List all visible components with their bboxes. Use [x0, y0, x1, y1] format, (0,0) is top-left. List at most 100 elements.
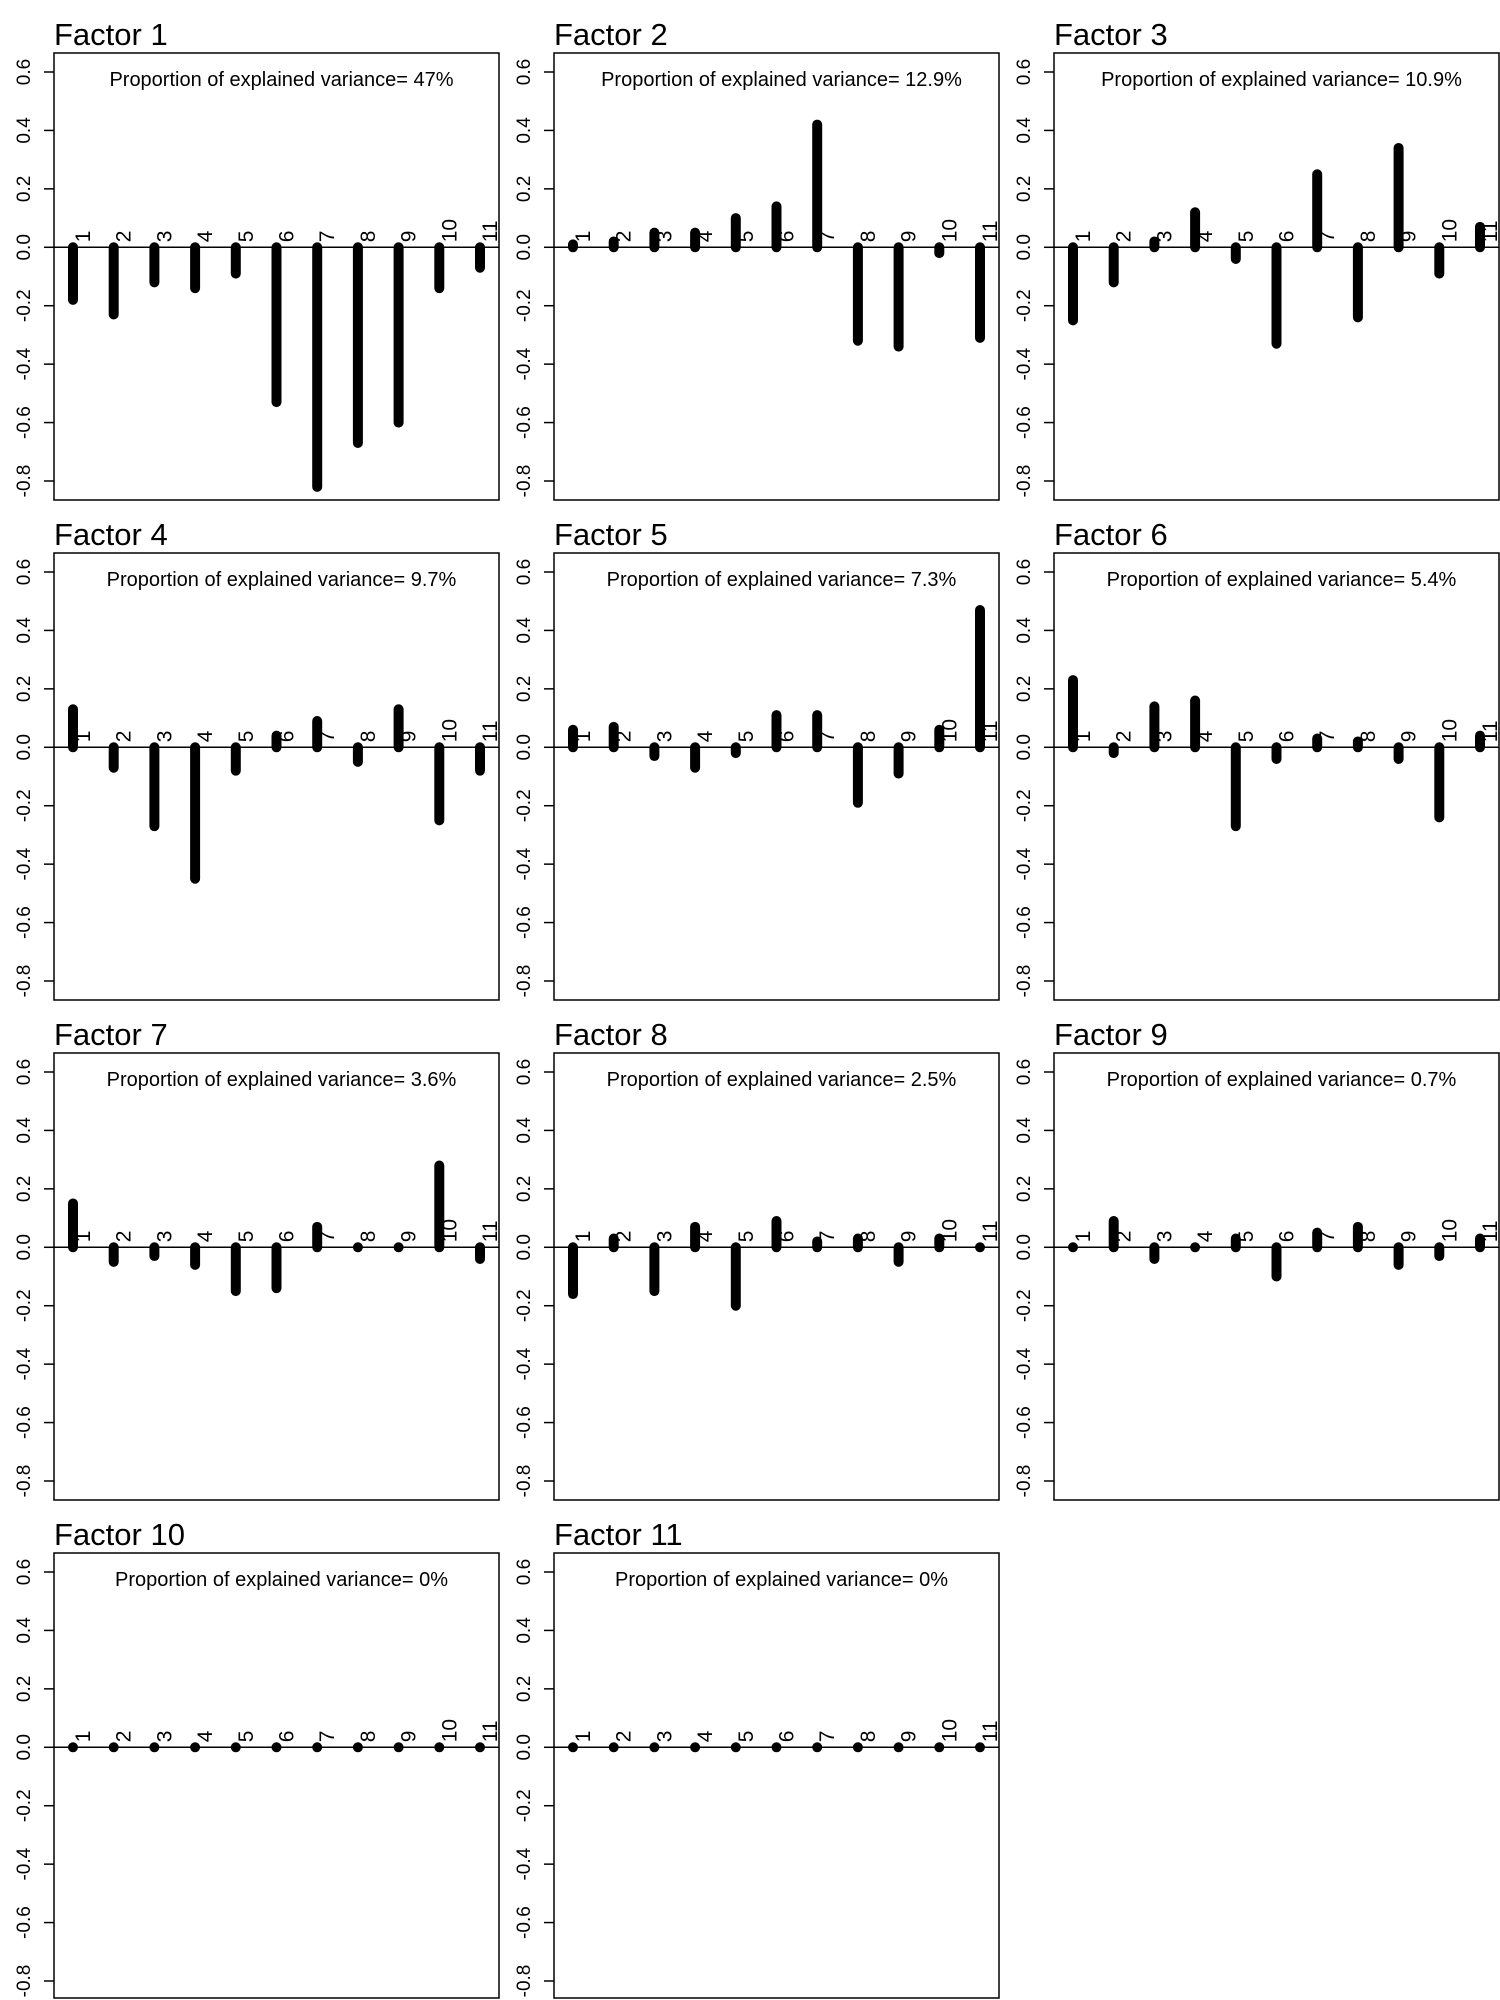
panel-title: Factor 6 — [1054, 517, 1168, 552]
bar-label: 8 — [357, 231, 380, 243]
bar-label: 7 — [816, 1231, 839, 1243]
y-tick-label: 0.0 — [1014, 234, 1035, 260]
y-tick-label: -0.4 — [14, 847, 35, 880]
y-tick-label: 0.2 — [14, 676, 35, 702]
variance-annotation: Proportion of explained variance= 3.6% — [107, 1069, 457, 1091]
factor-panel: Factor 5 Proportion of explained variance… — [514, 517, 1002, 1001]
bar-label: 4 — [694, 1730, 717, 1742]
bar-label: 3 — [653, 231, 676, 243]
bar-label: 8 — [857, 731, 880, 743]
bar-label: 6 — [776, 731, 799, 743]
y-tick-label: -0.2 — [14, 289, 35, 322]
panel-title: Factor 11 — [554, 1517, 683, 1552]
y-tick-label: 0.0 — [514, 1234, 535, 1260]
bar-label: 1 — [572, 1231, 595, 1243]
bar-label: 6 — [1276, 231, 1299, 243]
bar-label: 8 — [1357, 231, 1380, 243]
bar-label: 4 — [194, 730, 217, 742]
y-tick-label: 0.6 — [14, 1059, 35, 1085]
bar-label: 9 — [898, 731, 921, 743]
bar-label: 7 — [816, 731, 839, 743]
bar-label: 5 — [235, 1231, 258, 1243]
bar-label: 1 — [572, 231, 595, 243]
bar-label: 10 — [938, 1219, 961, 1242]
y-tick-label: -0.2 — [1014, 289, 1035, 322]
variance-annotation: Proportion of explained variance= 47% — [109, 69, 453, 91]
bar-label: 9 — [398, 231, 421, 243]
bar-label: 3 — [153, 731, 176, 743]
bar-label: 2 — [1113, 231, 1136, 243]
y-tick-label: -0.8 — [14, 1965, 35, 1998]
bar-label: 7 — [316, 731, 339, 743]
bar-label: 4 — [194, 230, 217, 242]
bar-label: 9 — [1398, 731, 1421, 743]
bar-label: 8 — [357, 1231, 380, 1243]
plot-frame — [1053, 52, 1500, 501]
bar-label: 9 — [898, 231, 921, 243]
bar-label: 10 — [938, 1719, 961, 1742]
variance-annotation: Proportion of explained variance= 2.5% — [607, 1069, 957, 1091]
bar-label: 2 — [613, 1731, 636, 1743]
bar-label: 7 — [816, 1731, 839, 1743]
y-tick-label: 0.2 — [1014, 676, 1035, 702]
bar-label: 2 — [113, 1731, 136, 1743]
bar-label: 4 — [1194, 730, 1217, 742]
y-tick-label: 0.2 — [14, 1176, 35, 1202]
bar-label: 4 — [1194, 1230, 1217, 1242]
y-tick-label: -0.8 — [14, 1465, 35, 1498]
y-tick-label: 0.6 — [514, 1559, 535, 1585]
y-tick-label: -0.4 — [514, 1347, 535, 1380]
bar-label: 4 — [1194, 230, 1217, 242]
panel-title: Factor 7 — [54, 1017, 168, 1052]
y-tick-label: 0.0 — [14, 234, 35, 260]
panel-title: Factor 4 — [54, 517, 168, 552]
bar-label: 9 — [1398, 1231, 1421, 1243]
y-tick-label: 0.0 — [514, 1734, 535, 1760]
bar-label: 2 — [1113, 1231, 1136, 1243]
bar-label: 6 — [276, 231, 299, 243]
bar-label: 1 — [72, 731, 95, 743]
y-tick-label: -0.4 — [1014, 847, 1035, 880]
bar-label: 9 — [398, 731, 421, 743]
y-tick-label: 0.4 — [1014, 1117, 1035, 1144]
y-tick-label: 0.4 — [514, 617, 535, 644]
y-tick-label: 0.2 — [14, 176, 35, 202]
bar-label: 3 — [653, 731, 676, 743]
y-tick-label: -0.2 — [14, 789, 35, 822]
y-tick-label: 0.2 — [14, 1676, 35, 1702]
bar-label: 7 — [816, 231, 839, 243]
plot-frame — [553, 52, 1000, 501]
y-tick-label: 0.2 — [1014, 1176, 1035, 1202]
factor-panel: Factor 7 Proportion of explained variance… — [14, 1017, 502, 1501]
bar-label: 2 — [113, 731, 136, 743]
factor-panel: Factor 11 Proportion of explained varianc… — [514, 1517, 1002, 1999]
bar-label: 11 — [979, 1220, 1002, 1242]
bar-label: 4 — [694, 230, 717, 242]
y-tick-label: -0.2 — [14, 1289, 35, 1322]
y-tick-label: -0.6 — [1014, 1406, 1035, 1439]
bar-label: 11 — [479, 220, 502, 242]
y-tick-label: 0.4 — [1014, 617, 1035, 644]
bar-label: 2 — [113, 1231, 136, 1243]
bar-label: 10 — [1438, 719, 1461, 742]
bar-label: 11 — [479, 1220, 502, 1242]
y-tick-label: -0.6 — [1014, 906, 1035, 939]
bar-label: 8 — [1357, 1231, 1380, 1243]
panel-title: Factor 8 — [554, 1017, 668, 1052]
bar-label: 6 — [276, 1731, 299, 1743]
bar-label: 8 — [857, 1731, 880, 1743]
y-tick-label: 0.6 — [14, 59, 35, 85]
bar-label: 9 — [898, 1231, 921, 1243]
y-tick-label: -0.8 — [514, 965, 535, 998]
y-tick-label: 0.0 — [514, 734, 535, 760]
bar-label: 5 — [735, 1731, 758, 1743]
y-tick-label: 0.6 — [1014, 1059, 1035, 1085]
panel-title: Factor 2 — [554, 17, 668, 52]
bar-label: 2 — [113, 231, 136, 243]
y-tick-label: -0.6 — [14, 1906, 35, 1939]
y-tick-label: 0.6 — [1014, 59, 1035, 85]
y-tick-label: 0.2 — [514, 676, 535, 702]
y-tick-label: 0.2 — [1014, 176, 1035, 202]
y-tick-label: -0.2 — [514, 789, 535, 822]
